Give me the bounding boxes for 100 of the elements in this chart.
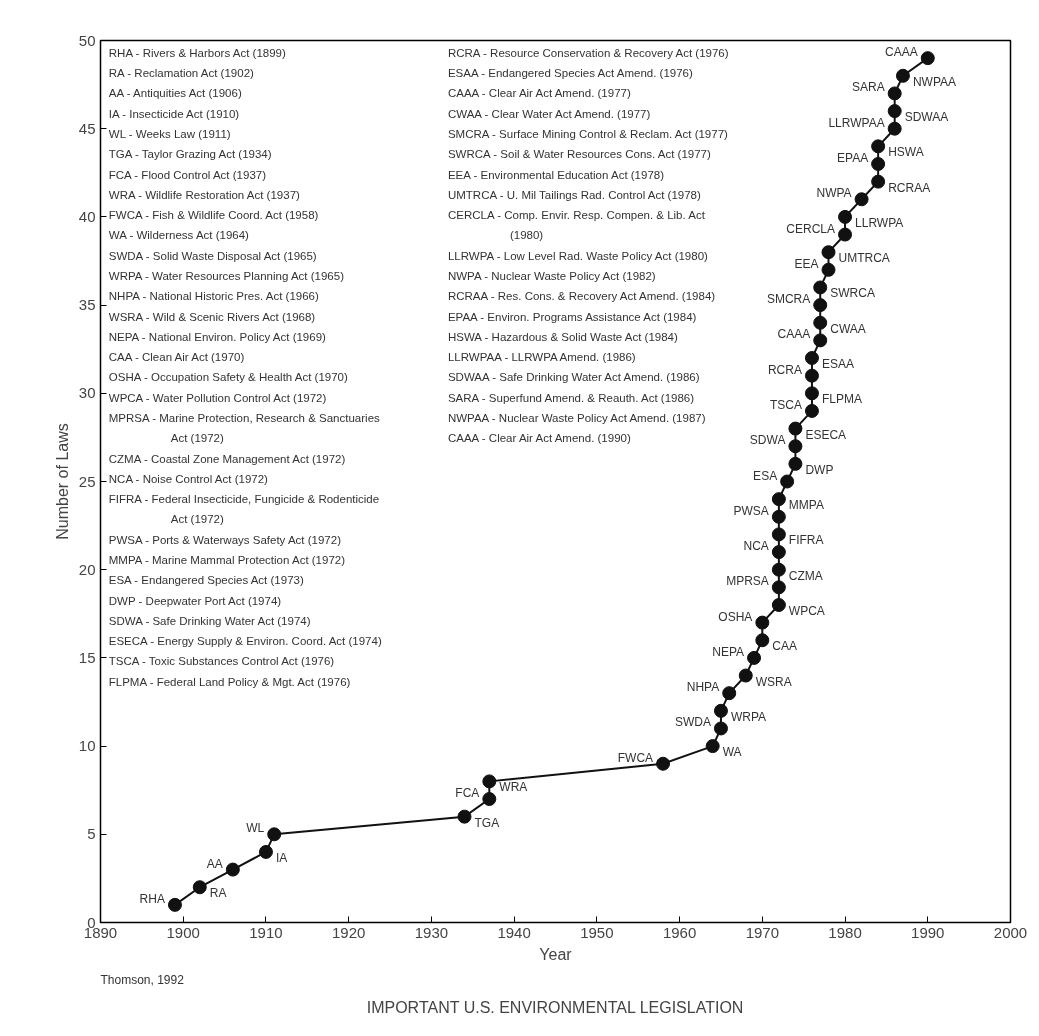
annotation: LLRWPAA - LLRWPA Amend. (1986) [447, 351, 636, 364]
annotation: LLRWPA - Low Level Rad. Waste Policy Act (1980) [447, 249, 709, 262]
annotation: IA - Insecticide Act (1910) [108, 107, 240, 120]
annotation: RCRAA [888, 180, 931, 195]
annotation: SDWAA [904, 110, 949, 125]
annotation: SWDA [674, 715, 711, 730]
x-tick-label: 1930 [414, 923, 449, 941]
annotation: SDWA - Safe Drinking Water Act (1974) [108, 614, 311, 627]
y-tick-label: 25 [78, 472, 96, 490]
annotation: FIFRA [788, 533, 824, 548]
x-axis-title: Year [539, 945, 573, 963]
y-tick-label: 45 [78, 119, 96, 137]
annotation: RHA [139, 891, 165, 906]
text: Thomson, 1992 [100, 972, 185, 987]
annotation: MMPA - Marine Mammal Protection Act (1972) [108, 554, 346, 566]
annotation: RCRA - Resource Conservation & Recovery Act (1976) [447, 46, 729, 59]
annotation: CAAA [885, 45, 918, 60]
annotation: SDWA [749, 433, 786, 448]
annotation: NWPAA - Nuclear Waste Policy Act Amend. (1987) [447, 412, 706, 424]
point [780, 474, 795, 489]
annotation: FCA [455, 786, 480, 801]
annotation: RCRA [767, 362, 802, 377]
annotation: ESAA - Endangered Species Act Amend. (1976) [447, 67, 693, 80]
point [771, 527, 786, 542]
annotation: FWCA - Fish & Wildlife Coord. Act (1958) [108, 209, 319, 222]
point [804, 386, 819, 401]
annotation: CAAA - Clear Air Act Amend. (1990) [447, 432, 631, 445]
point [804, 403, 819, 418]
point [788, 456, 803, 471]
annotation: WL [246, 821, 265, 836]
y-tick-label: 35 [78, 296, 96, 314]
point [895, 68, 910, 83]
x-tick-label: 1920 [332, 923, 366, 941]
annotation: EEA - Environmental Education Act (1978) [447, 168, 665, 181]
annotation: FWCA [617, 750, 654, 765]
point [920, 51, 935, 66]
annotation: SWRCA [830, 286, 875, 301]
point [167, 897, 182, 912]
point [755, 615, 770, 630]
annotation: EEA [794, 256, 819, 271]
annotation: ESA [753, 468, 778, 483]
annotation: TSCA - Toxic Substances Control Act (1976) [108, 655, 335, 668]
point [821, 262, 836, 277]
annotation: SDWAA - Safe Drinking Water Act Amend. (1986) [447, 371, 700, 384]
annotation: WRA - Wildlife Restoration Act (1937) [108, 188, 301, 201]
point [838, 209, 853, 224]
point [813, 333, 828, 348]
y-tick-label: 50 [78, 31, 96, 49]
annotation: WA [722, 745, 742, 760]
annotation: CWAA [830, 321, 866, 336]
point [755, 633, 770, 648]
text: IMPORTANT U.S. ENVIRONMENTAL LEGISLATION [366, 998, 744, 1016]
annotation: AA [206, 856, 223, 871]
annotation: HSWA - Hazardous & Solid Waste Act (1984) [447, 330, 678, 343]
point [813, 298, 828, 313]
annotation: NEPA [712, 644, 745, 659]
point [854, 192, 869, 207]
y-tick-label: 10 [78, 737, 96, 755]
y-tick-label: 40 [78, 207, 96, 225]
annotation: WPCA - Water Pollution Control Act (1972) [108, 391, 327, 404]
point [705, 739, 720, 754]
annotation: TGA - Taylor Grazing Act (1934) [108, 148, 272, 161]
x-tick-label: 1910 [249, 923, 283, 941]
annotation: SWDA - Solid Waste Disposal Act (1965) [108, 249, 317, 262]
point [788, 421, 803, 436]
annotation: NHPA - National Historic Pres. Act (1966) [108, 290, 319, 303]
point [771, 562, 786, 577]
point [457, 809, 472, 824]
point [771, 580, 786, 595]
annotation: CAA [772, 639, 798, 654]
point [267, 827, 282, 842]
annotation: WPCA [788, 603, 825, 618]
x-tick-label: 1900 [166, 923, 200, 941]
annotation: NWPA - Nuclear Waste Policy Act (1982) [447, 269, 656, 282]
y-tick-label: 5 [87, 825, 96, 843]
annotation: NCA - Noise Control Act (1972) [108, 472, 269, 485]
annotation: CAAA - Clear Air Act Amend. (1977) [447, 87, 631, 100]
point [838, 227, 853, 242]
annotation: FLPMA [821, 392, 862, 407]
point [771, 545, 786, 560]
annotation: HSWA [888, 145, 924, 160]
annotation: SMCRA - Surface Mining Control & Reclam. Act (1977) [447, 127, 729, 140]
annotation: LLRWPAA [828, 115, 885, 130]
annotation: WL - Weeks Law (1911) [108, 127, 231, 140]
point [804, 351, 819, 366]
point [813, 280, 828, 295]
annotation: EPAA - Environ. Programs Assistance Act (1984) [447, 310, 697, 323]
point [747, 650, 762, 665]
annotation: WSRA [755, 674, 792, 689]
point [258, 844, 273, 859]
annotation: MPRSA - Marine Protection, Research & Sanctuaries Act (1972) [108, 412, 381, 445]
annotation: MPRSA [726, 574, 769, 589]
annotation: IA [275, 850, 288, 865]
annotation: NWPAA [912, 74, 957, 89]
point [482, 774, 497, 789]
annotation: WRPA - Water Resources Planning Act (1965) [108, 269, 345, 282]
point [713, 703, 728, 718]
annotation: LLRWPA [855, 215, 904, 230]
annotation: NHPA [686, 680, 720, 695]
point [771, 597, 786, 612]
